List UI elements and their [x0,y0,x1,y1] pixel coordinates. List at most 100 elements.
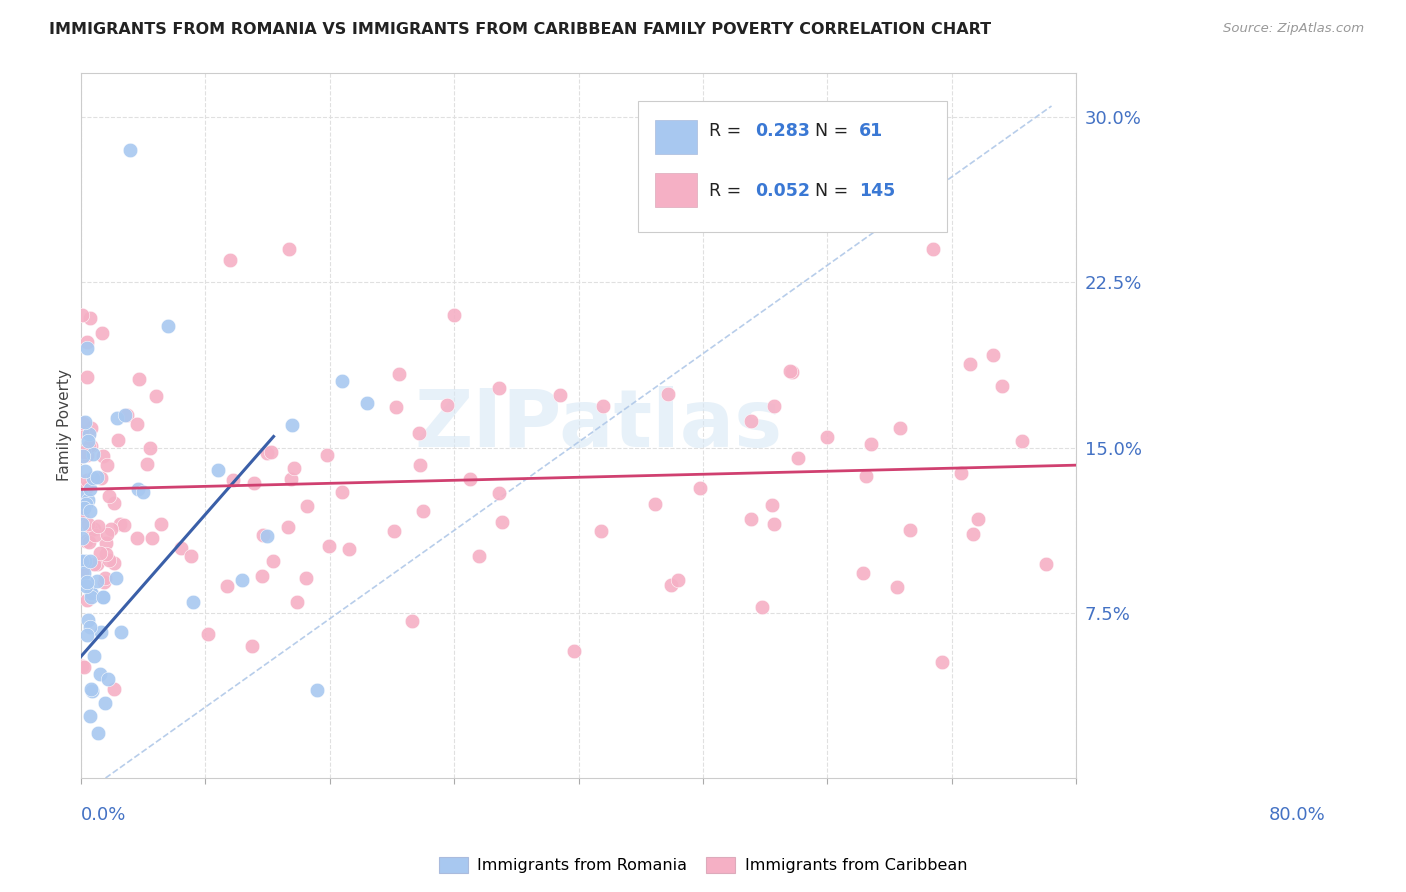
Point [76,628,98,642]
Point [79,620,101,634]
Point [80,586,103,600]
Text: 0.283: 0.283 [755,122,810,141]
Point [285,595,308,609]
Point [83,557,105,571]
Point [87,519,110,533]
Point [197,627,219,641]
Point [740,414,762,428]
Text: 0.052: 0.052 [755,182,810,200]
Point [231,573,253,587]
Point [990,379,1012,393]
Point [91,449,114,463]
Point [80,683,103,698]
Point [82,446,104,460]
Point [79,482,101,496]
Point [644,497,666,511]
Point [79,439,101,453]
Y-axis label: Family Poverty: Family Poverty [58,369,72,482]
Point [145,389,167,403]
Point [921,242,943,256]
Point [70,509,93,524]
Point [852,566,875,581]
Point [562,644,585,658]
Point [740,512,762,526]
Point [115,408,138,422]
Text: Source: ZipAtlas.com: Source: ZipAtlas.com [1223,22,1364,36]
Point [966,512,988,526]
Text: N =: N = [814,122,848,141]
Point [79,709,101,723]
Point [488,380,510,394]
Point [75,579,97,593]
Point [70,494,93,508]
Point [408,426,430,441]
Point [180,549,202,563]
Point [77,535,100,549]
Point [82,471,104,485]
Point [93,571,115,585]
Point [76,334,98,349]
Point [72,308,94,322]
Point [84,527,107,541]
Point [295,499,318,513]
FancyBboxPatch shape [638,101,948,232]
Point [125,417,148,432]
Point [592,400,614,414]
Point [125,532,148,546]
Point [127,482,149,496]
Point [488,485,510,500]
Text: R =: R = [709,122,747,141]
Point [70,531,93,545]
FancyBboxPatch shape [655,172,697,207]
Point [96,527,118,541]
Point [76,370,98,384]
Point [780,365,803,379]
Point [689,481,711,495]
Point [72,449,94,463]
Point [170,541,193,555]
Point [295,570,318,584]
Point [73,445,96,459]
Point [90,326,112,340]
Point [388,367,411,381]
Point [886,580,908,594]
Point [97,552,120,566]
Point [100,522,122,536]
Point [103,557,125,571]
Point [280,472,302,486]
Point [86,469,108,483]
Point [278,242,301,256]
Point [382,524,405,538]
Point [409,458,432,473]
Point [76,448,98,462]
Point [105,571,128,585]
Point [76,434,98,448]
Text: 145: 145 [859,182,896,200]
Point [96,535,118,549]
Point [91,591,114,605]
Point [762,399,785,413]
Point [751,600,773,615]
Point [80,590,103,604]
Point [281,418,304,433]
Point [79,554,101,568]
Point [181,595,204,609]
Text: 61: 61 [859,122,883,141]
Point [256,529,278,543]
Point [77,426,100,441]
Point [80,681,103,696]
Point [962,526,984,541]
Point [98,489,121,503]
Point [443,309,465,323]
Point [86,726,108,740]
Point [72,416,94,430]
Point [90,471,112,485]
Point [889,421,911,435]
Point [981,348,1004,362]
Point [73,566,96,581]
Point [90,624,112,639]
Text: ZIPatlas: ZIPatlas [415,386,783,465]
Point [108,516,131,531]
Point [103,496,125,510]
Point [817,429,839,443]
